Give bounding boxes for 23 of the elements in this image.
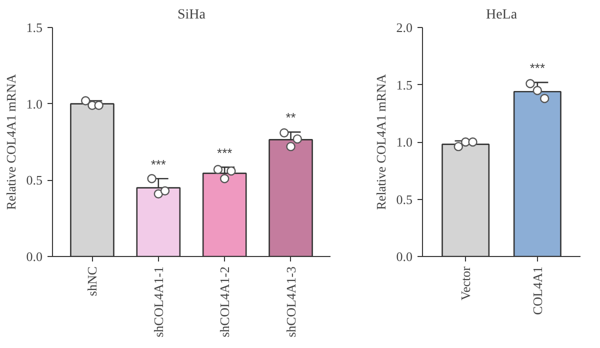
y-tick-label: 0.0	[26, 249, 42, 264]
y-axis-title: Relative COL4A1 mRNA	[3, 74, 18, 210]
y-tick-label: 0.5	[26, 172, 42, 188]
x-tick-label: Vector	[458, 266, 474, 300]
y-axis-title: Relative COL4A1 mRNA	[373, 74, 388, 210]
x-tick-label: COL4A1	[530, 266, 545, 315]
y-tick-label: 0.0	[396, 249, 412, 264]
y-tick-label: 2.0	[396, 20, 412, 35]
data-label: ***	[217, 145, 232, 160]
chart-title: HeLa	[486, 8, 518, 22]
y-tick-label: 1.0	[396, 134, 412, 150]
x-tick-label: shCOL4A1-1	[150, 266, 166, 338]
data-label: ***	[150, 156, 166, 172]
x-tick-label: shCOL4A1-3	[283, 266, 298, 338]
data-label: ***	[530, 60, 546, 76]
y-tick-label: 0.5	[396, 192, 412, 207]
x-tick-label: shNC	[84, 266, 100, 296]
y-tick-label: 1.5	[26, 20, 42, 35]
data-label: **	[286, 110, 296, 126]
chart-title: SiHa	[178, 8, 206, 22]
y-tick-label: 1.5	[396, 77, 412, 92]
x-tick-label: shCOL4A1-2	[217, 266, 232, 338]
y-tick-label: 1.0	[26, 96, 42, 112]
